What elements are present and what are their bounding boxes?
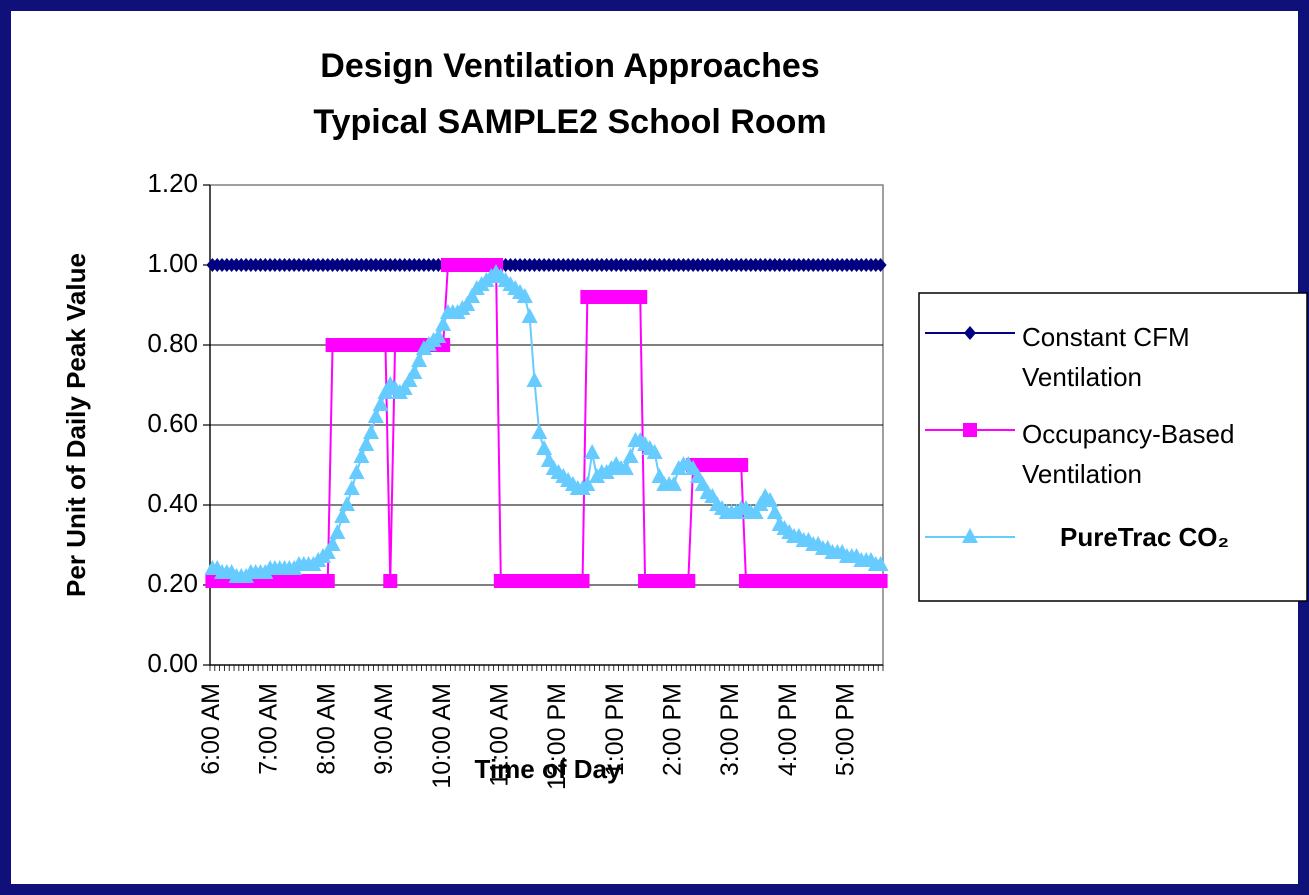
x-tick-label: 1:00 PM bbox=[601, 683, 629, 776]
chart-title: Design Ventilation Approaches bbox=[320, 47, 819, 85]
y-tick-label: 1.20 bbox=[147, 168, 198, 198]
triangle-marker bbox=[343, 480, 360, 495]
legend-label: Constant CFM Ventilation bbox=[1022, 322, 1190, 392]
triangle-marker bbox=[459, 296, 476, 311]
legend-marker bbox=[963, 423, 977, 437]
triangle-marker bbox=[617, 460, 634, 475]
y-tick-label: 0.40 bbox=[147, 488, 198, 518]
square-marker bbox=[383, 574, 398, 588]
diamond-marker bbox=[874, 258, 887, 272]
square-marker bbox=[575, 574, 590, 588]
triangle-marker bbox=[463, 288, 480, 303]
y-tick-label: 0.00 bbox=[147, 648, 198, 678]
x-tick-label: 4:00 PM bbox=[774, 683, 802, 776]
triangle-marker bbox=[516, 288, 533, 303]
triangle-marker bbox=[872, 556, 889, 571]
y-tick-label: 1.00 bbox=[147, 248, 198, 278]
legend-marker bbox=[962, 528, 978, 543]
legend-box bbox=[918, 292, 1308, 602]
square-marker bbox=[873, 574, 888, 588]
triangle-marker bbox=[372, 396, 389, 411]
triangle-marker bbox=[358, 436, 375, 451]
triangle-marker bbox=[526, 372, 543, 387]
x-tick-label: 11:00 AM bbox=[485, 683, 513, 787]
legend-marker bbox=[964, 326, 976, 340]
triangle-marker bbox=[531, 424, 548, 439]
triangle-marker bbox=[747, 504, 764, 519]
triangle-marker bbox=[319, 544, 336, 559]
x-tick-label: 2:00 PM bbox=[658, 683, 686, 776]
triangle-marker bbox=[646, 444, 663, 459]
triangle-marker bbox=[401, 372, 418, 387]
triangle-marker bbox=[435, 316, 452, 331]
y-tick-label: 0.80 bbox=[147, 328, 198, 358]
x-tick-label: 6:00 AM bbox=[197, 683, 225, 775]
square-marker bbox=[681, 574, 696, 588]
triangle-marker bbox=[329, 524, 346, 539]
triangle-marker bbox=[584, 444, 601, 459]
x-axis-title: Time of Day bbox=[475, 754, 622, 784]
triangle-marker bbox=[579, 476, 596, 491]
triangle-marker bbox=[430, 328, 447, 343]
triangle-marker bbox=[752, 496, 769, 511]
y-tick-label: 0.60 bbox=[147, 408, 198, 438]
square-marker bbox=[633, 290, 648, 304]
y-tick-label: 0.20 bbox=[147, 568, 198, 598]
triangle-marker bbox=[622, 448, 639, 463]
triangle-marker bbox=[377, 384, 394, 399]
triangle-marker bbox=[367, 408, 384, 423]
y-axis-title: Per Unit of Daily Peak Value bbox=[61, 253, 91, 597]
chart-title: Typical SAMPLE2 School Room bbox=[313, 103, 826, 141]
x-tick-label: 3:00 PM bbox=[716, 683, 744, 776]
x-tick-label: 12:00 PM bbox=[543, 683, 571, 790]
triangle-marker bbox=[334, 508, 351, 523]
square-marker bbox=[320, 574, 335, 588]
triangle-marker bbox=[536, 440, 553, 455]
legend-label: Occupancy-Based Ventilation bbox=[1022, 419, 1235, 489]
x-tick-label: 8:00 AM bbox=[312, 683, 340, 775]
x-tick-label: 10:00 AM bbox=[428, 683, 456, 789]
triangle-marker bbox=[665, 476, 682, 491]
x-tick-label: 9:00 AM bbox=[370, 683, 398, 775]
triangle-marker bbox=[406, 364, 423, 379]
triangle-marker bbox=[324, 536, 341, 551]
triangle-marker bbox=[396, 380, 413, 395]
legend-label: PureTrac CO₂ bbox=[1060, 522, 1230, 552]
triangle-marker bbox=[521, 308, 538, 323]
triangle-marker bbox=[411, 352, 428, 367]
square-marker bbox=[734, 458, 749, 472]
triangle-marker bbox=[339, 496, 356, 511]
x-tick-label: 7:00 AM bbox=[255, 683, 283, 775]
triangle-marker bbox=[353, 448, 370, 463]
triangle-marker bbox=[762, 492, 779, 507]
triangle-marker bbox=[363, 424, 380, 439]
triangle-marker bbox=[766, 504, 783, 519]
x-tick-label: 5:00 PM bbox=[832, 683, 860, 776]
triangle-marker bbox=[348, 464, 365, 479]
